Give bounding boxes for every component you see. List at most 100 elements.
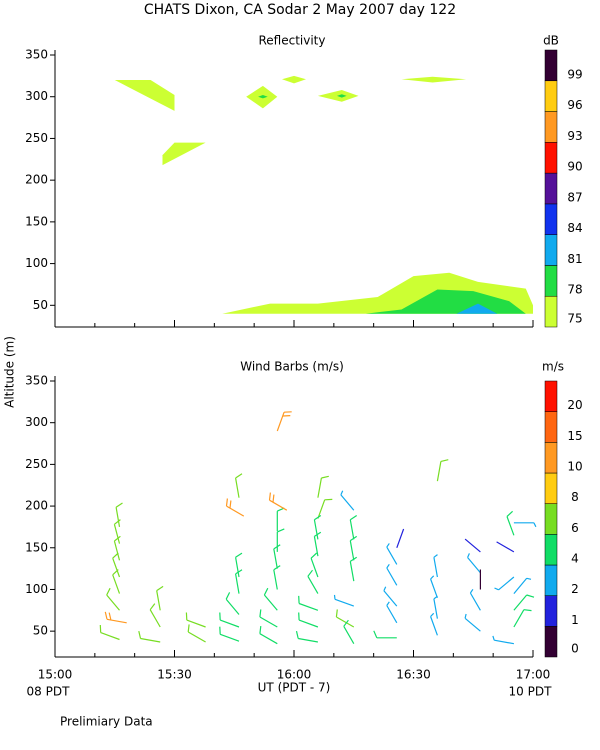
wind-barb xyxy=(464,538,481,553)
wind-barb xyxy=(235,473,243,498)
wind-barb xyxy=(436,459,449,482)
colorbar-tick-label: 1 xyxy=(571,613,579,627)
wind-barb xyxy=(106,587,120,611)
wind-barb xyxy=(156,585,164,611)
wind-barb xyxy=(317,475,329,498)
wind-barb xyxy=(373,630,397,639)
wind-barb xyxy=(115,502,123,528)
y-tick-label: 100 xyxy=(25,582,48,596)
y-tick-label: 150 xyxy=(25,214,48,228)
wind-barb xyxy=(496,541,515,553)
wind-barb xyxy=(104,611,127,624)
wind-barb xyxy=(317,498,333,519)
x-tick-label: 16:00 xyxy=(277,668,312,682)
x-note: 10 PDT xyxy=(509,685,553,699)
wind-barb xyxy=(259,626,278,645)
colorbar-tick-label: 2 xyxy=(571,582,579,596)
wind-barb xyxy=(259,609,278,628)
y-tick-label: 100 xyxy=(25,256,48,270)
colorbar-tick-label: 6 xyxy=(571,521,579,535)
y-tick-label: 250 xyxy=(25,457,48,471)
wind-barb xyxy=(383,586,398,607)
x-tick-label: 17:00 xyxy=(516,668,551,682)
colorbar-segment xyxy=(544,265,558,297)
colorbar-segment xyxy=(544,626,558,658)
y-tick-label: 200 xyxy=(25,499,48,513)
wind-barb xyxy=(113,519,121,544)
colorbar-segment xyxy=(544,234,558,266)
wind-barb xyxy=(340,490,355,511)
y-tick-label: 250 xyxy=(25,131,48,145)
contour-region xyxy=(365,289,526,314)
wind-barb xyxy=(513,522,537,528)
colorbar-segment xyxy=(544,534,558,566)
colorbar-segment xyxy=(544,49,558,82)
contour-region xyxy=(456,303,498,314)
y-tick-label: 350 xyxy=(25,374,48,388)
wind-barb xyxy=(276,507,285,532)
colorbar-tick-label: 78 xyxy=(567,283,582,297)
colorbar-tick-label: 0 xyxy=(571,642,579,656)
colorbar-tick-label: 81 xyxy=(567,252,582,266)
colorbar-segment xyxy=(544,111,558,143)
wind-barb xyxy=(112,552,121,578)
wind-barb xyxy=(99,624,120,641)
colorbar-tick-label: 20 xyxy=(567,398,582,412)
wind-barb xyxy=(433,595,438,619)
colorbar-label: m/s xyxy=(542,360,564,374)
footnote: Prelimiary Data xyxy=(60,715,153,729)
wind-barb xyxy=(335,609,355,628)
wind-barb xyxy=(430,575,438,599)
wind-barb xyxy=(113,535,121,561)
colorbar-tick-label: 4 xyxy=(571,552,579,566)
wind-barb xyxy=(185,612,206,628)
colorbar-tick-label: 84 xyxy=(567,221,582,235)
contour-region xyxy=(282,75,306,84)
colorbar-segment xyxy=(544,503,558,535)
wind-barb xyxy=(276,411,292,432)
wind-barb xyxy=(513,577,532,594)
contour-region xyxy=(162,142,206,166)
wind-barb xyxy=(349,556,358,582)
wind-barb xyxy=(310,552,319,578)
page-title: CHATS Dixon, CA Sodar 2 May 2007 day 122 xyxy=(144,2,456,18)
wind-barb xyxy=(219,626,240,642)
colorbar-label: dB xyxy=(543,34,559,48)
colorbar-tick-label: 90 xyxy=(567,160,582,174)
colorbar-segment xyxy=(544,595,558,627)
colorbar-segment xyxy=(544,172,558,205)
x-tick-label: 16:30 xyxy=(396,668,431,682)
wind-barb xyxy=(386,563,398,586)
y-tick-label: 300 xyxy=(25,89,48,103)
wind-barb xyxy=(273,565,281,590)
y-tick-label: 350 xyxy=(25,48,48,62)
colorbar-segment xyxy=(544,411,558,443)
y-tick-label: 200 xyxy=(25,173,48,187)
panel-title: Reflectivity xyxy=(258,34,325,48)
wind-barb xyxy=(219,612,240,628)
colorbar-tick-label: 99 xyxy=(567,67,582,81)
contour-region xyxy=(258,95,268,99)
wind-barb xyxy=(396,528,405,549)
wind-barb xyxy=(349,535,358,561)
wind-barb xyxy=(313,514,322,540)
x-tick-label: 15:30 xyxy=(157,668,192,682)
wind-barb xyxy=(467,553,481,574)
x-note: 08 PDT xyxy=(27,685,71,699)
wind-barb xyxy=(149,603,161,628)
wind-barb xyxy=(343,619,355,644)
wind-barb xyxy=(138,630,161,643)
colorbar-segment xyxy=(544,80,558,112)
x-tick-label: 15:00 xyxy=(38,668,73,682)
colorbar-segment xyxy=(544,472,558,504)
colorbar-tick-label: 8 xyxy=(571,490,579,504)
wind-barb xyxy=(225,592,240,615)
x-axis-label: UT (PDT - 7) xyxy=(258,681,331,695)
wind-barb xyxy=(506,510,515,536)
contour-region xyxy=(337,94,347,98)
colorbar-segment xyxy=(544,142,558,174)
wind-barb xyxy=(430,612,438,636)
wind-barb xyxy=(464,613,481,632)
colorbar-tick-label: 87 xyxy=(567,190,582,204)
colorbar-segment xyxy=(544,203,558,235)
